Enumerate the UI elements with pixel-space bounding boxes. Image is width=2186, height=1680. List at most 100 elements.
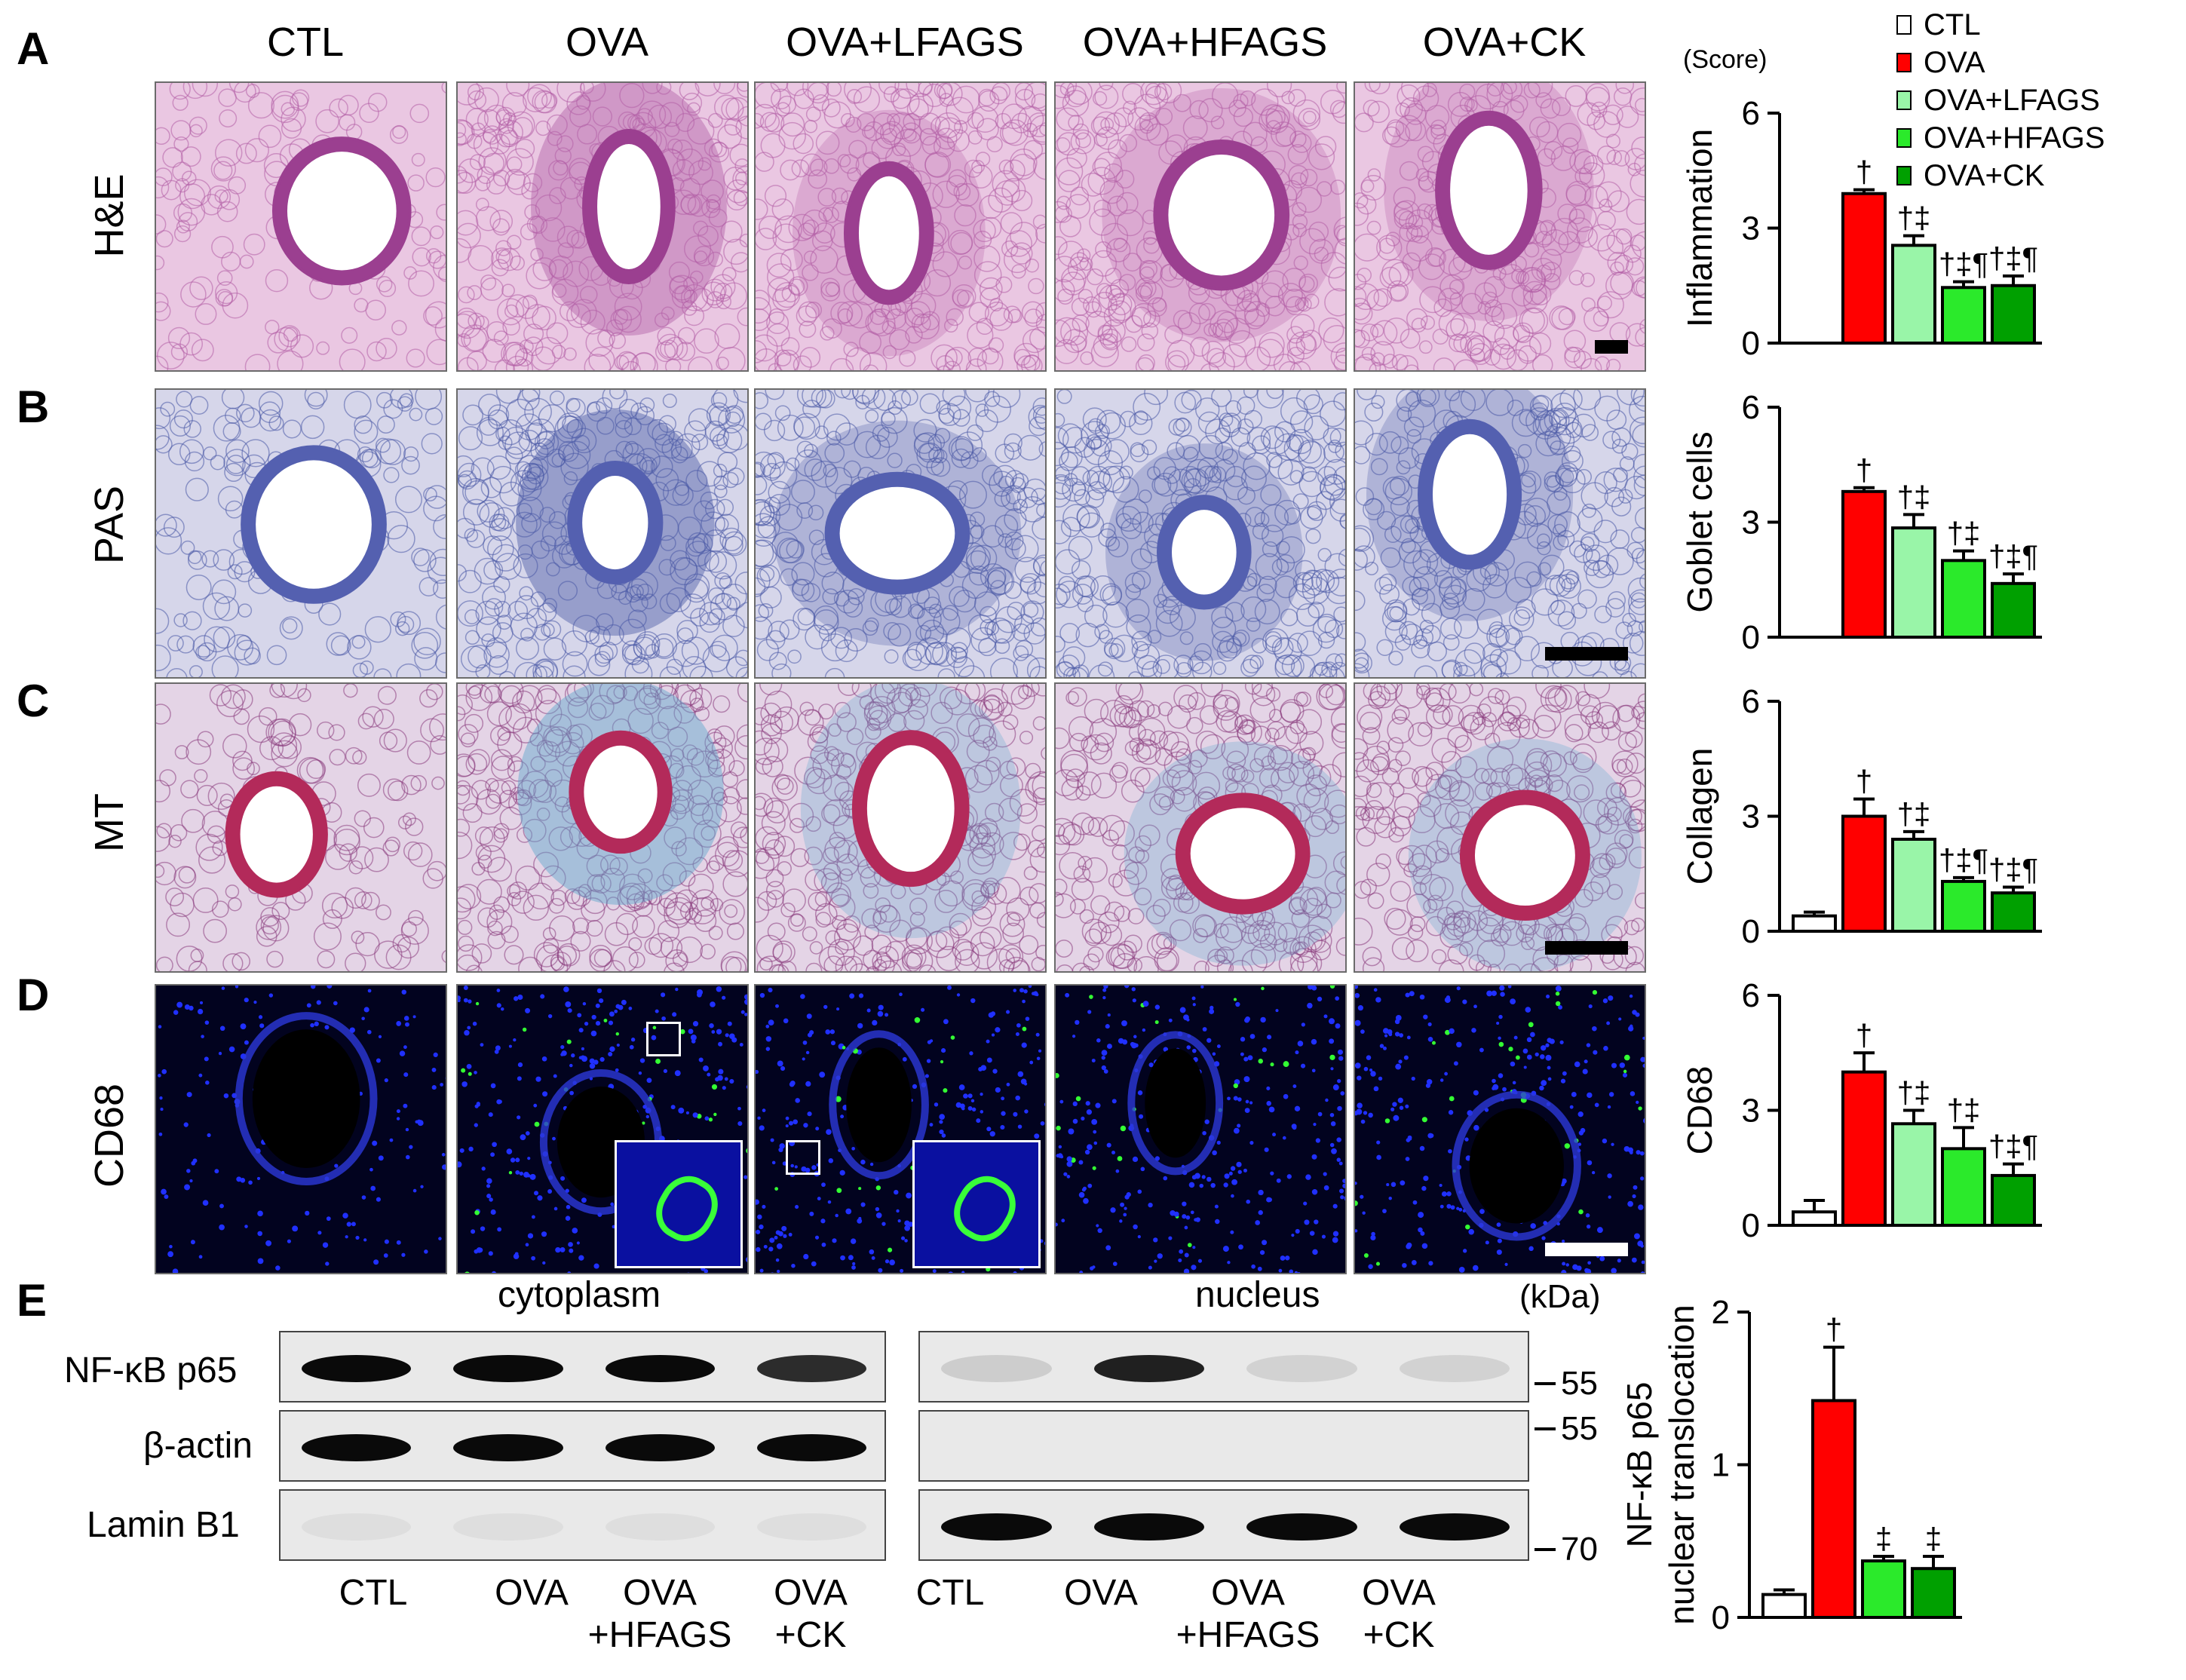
lane-label-nuc-ova-hfags: OVA +HFAGS: [1176, 1573, 1320, 1655]
blot-band: [1399, 1354, 1510, 1382]
blot-band: [756, 1354, 866, 1382]
micrograph-pas-2: [754, 388, 1047, 679]
significance-mark: †‡: [1947, 1093, 1981, 1127]
significance-mark: †‡¶: [1939, 844, 1988, 877]
blot-cytoplasm-label: cytoplasm: [498, 1275, 661, 1315]
bar-ova-lfags: [1891, 838, 1936, 933]
y-tick-label: 0: [1742, 1207, 1760, 1244]
cd68-inset-cell-2: [943, 1166, 1026, 1252]
blot-band: [1093, 1354, 1204, 1382]
blot-membrane-cytoplasm-nfkb: [279, 1331, 886, 1403]
legend-swatch-ova: [1896, 53, 1912, 72]
micrograph-pas-1: [456, 388, 749, 679]
y-tick-label: 6: [1742, 389, 1760, 426]
scale-bar-mt: [1545, 941, 1628, 955]
blot-band: [453, 1354, 563, 1382]
chart-collagen: 0 3 6 Collagen † †‡ †‡¶ †‡¶: [1680, 671, 2179, 958]
y-axis-label: Inflammation: [1682, 129, 1719, 327]
legend-item-ova-hfags: OVA+HFAGS: [1896, 119, 2105, 157]
row-label-pas: PAS: [87, 485, 132, 565]
cd68-inset-2: [912, 1140, 1041, 1268]
micrograph-pas-3: [1054, 388, 1347, 679]
bar-ova-lfags: [1891, 244, 1936, 345]
significance-mark: †: [1856, 156, 1872, 189]
significance-mark: †‡¶: [1939, 248, 1988, 281]
cd68-inset-1: [615, 1140, 743, 1268]
y-tick-label: 0: [1712, 1599, 1730, 1636]
blot-band: [941, 1513, 1052, 1541]
bar-ova-hfags: [1941, 559, 1986, 639]
bar-ova: [1811, 1399, 1856, 1619]
row-label-he: H&E: [87, 173, 132, 258]
lane-label-nuc-ova-ck: OVA +CK: [1362, 1573, 1436, 1655]
row-label-cd68: CD68: [87, 1083, 132, 1188]
bar-ova-ck: [1991, 284, 2036, 345]
cd68-inset-marker-1: [646, 1022, 681, 1056]
micrograph-he-4: [1354, 81, 1646, 372]
legend-label-ova-ck: OVA+CK: [1924, 158, 2045, 192]
lane-label-cyto-ova-ck: OVA +CK: [774, 1573, 848, 1655]
y-tick-label: 0: [1742, 913, 1760, 950]
blot-row-label-lamin: Lamin B1: [87, 1505, 240, 1545]
y-tick-label: 0: [1742, 325, 1760, 362]
chart-cd68: 0 3 6 CD68 † †‡ †‡ †‡¶: [1680, 965, 2179, 1252]
panel-letter-d: D: [17, 970, 50, 1020]
blot-band: [1246, 1513, 1357, 1541]
mw-marker-55-b: 55: [1561, 1410, 1598, 1447]
significance-mark: ‡: [1925, 1522, 1942, 1556]
scale-bar-pas: [1545, 647, 1628, 661]
significance-mark: †: [1856, 765, 1872, 799]
bar-ova: [1841, 489, 1887, 639]
significance-mark: ‡: [1875, 1522, 1892, 1556]
legend-item-ova-lfags: OVA+LFAGS: [1896, 81, 2105, 119]
blot-band: [605, 1513, 715, 1541]
significance-mark: †‡: [1947, 517, 1981, 550]
cd68-inset-cell-1: [645, 1166, 728, 1252]
legend-label-ova-hfags: OVA+HFAGS: [1924, 121, 2105, 155]
significance-mark: †‡¶: [1988, 1130, 2038, 1163]
y-tick-label: 6: [1742, 95, 1760, 132]
significance-mark: †: [1856, 1019, 1872, 1052]
significance-mark: †: [1856, 454, 1872, 487]
significance-mark: †‡: [1897, 202, 1931, 235]
micrograph-mt-3: [1054, 682, 1347, 973]
blot-band: [605, 1433, 715, 1461]
legend-swatch-ova-hfags: [1896, 128, 1912, 148]
bar-ctl: [1761, 1593, 1807, 1619]
blot-membrane-nucleus-nfkb: [918, 1331, 1529, 1403]
blot-nucleus-label: nucleus: [1195, 1275, 1320, 1315]
column-label-ova-hfags: OVA+HFAGS: [1082, 20, 1328, 65]
panel-letter-c: C: [17, 676, 50, 726]
scale-bar-cd68: [1545, 1243, 1628, 1256]
bar-ova-lfags: [1891, 526, 1936, 639]
y-tick-label: 6: [1742, 977, 1760, 1014]
column-label-ova-lfags: OVA+LFAGS: [786, 20, 1024, 65]
bar-ova-hfags: [1941, 1147, 1986, 1227]
blot-band: [1093, 1513, 1204, 1541]
significance-mark: †‡¶: [1988, 242, 2038, 275]
lane-label-cyto-ova-hfags: OVA +HFAGS: [587, 1573, 732, 1655]
row-label-mt: MT: [87, 793, 132, 852]
micrograph-pas-0: [155, 388, 447, 679]
chart-nfkb-translocation: 0 1 2 NF-κB p65 nuclear translocation † ‡ ‡: [1620, 1282, 2179, 1666]
y-tick-label: 6: [1742, 683, 1760, 720]
significance-mark: †‡¶: [1988, 854, 2038, 887]
blot-band: [1246, 1354, 1357, 1382]
legend-label-ova: OVA: [1924, 45, 1985, 79]
mw-tick-55-a: [1534, 1382, 1556, 1385]
blot-band: [453, 1513, 563, 1541]
micrograph-mt-4: [1354, 682, 1646, 973]
blot-band: [453, 1433, 563, 1461]
micrograph-pas-4: [1354, 388, 1646, 679]
legend-swatch-ova-ck: [1896, 166, 1912, 185]
legend-label-ctl: CTL: [1924, 8, 1981, 41]
blot-membrane-nucleus-lamin: [918, 1489, 1529, 1561]
bar-ova-hfags: [1941, 286, 1986, 345]
legend-swatch-ctl: [1896, 15, 1912, 35]
bar-ova: [1841, 814, 1887, 933]
y-tick-label: 3: [1742, 210, 1760, 247]
y-axis-label: CD68: [1682, 1066, 1719, 1155]
blot-band: [605, 1354, 715, 1382]
micrograph-he-0: [155, 81, 447, 372]
